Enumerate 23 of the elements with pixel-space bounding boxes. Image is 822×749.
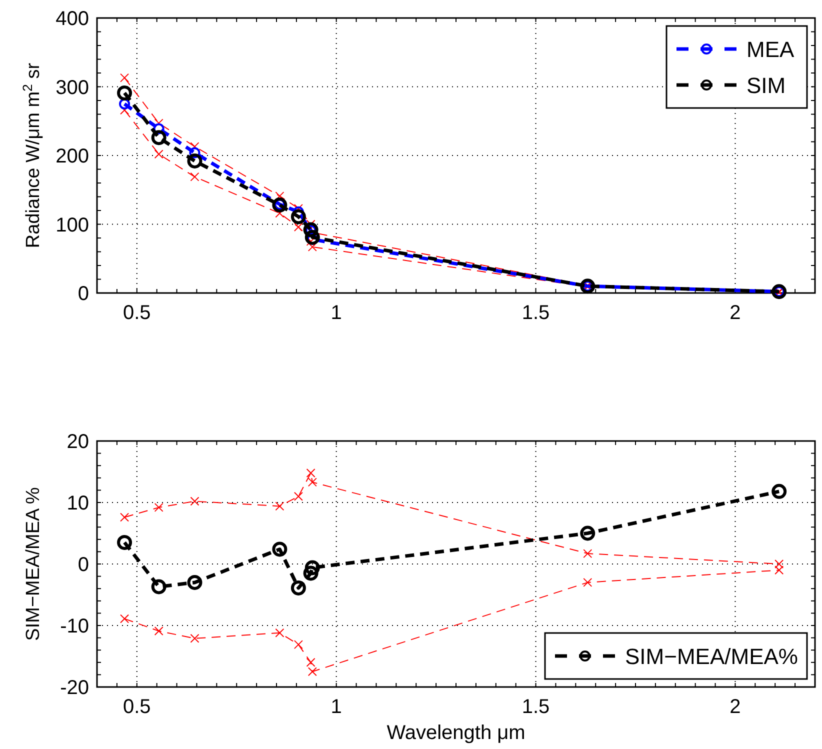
x-tick-label: 1 [330,302,342,324]
legend-label: SIM−MEA/MEA% [625,644,798,669]
y-tick-label: -10 [60,616,89,638]
y-tick-label: 0 [78,283,89,305]
legend-label: SIM [746,73,786,98]
y-tick-label: 100 [56,214,89,236]
y-tick-label: 400 [56,8,89,30]
x-tick-label: 2 [730,696,741,718]
x-tick-label: 1.5 [522,302,550,324]
legend-label: MEA [746,37,794,62]
y-tick-label: 10 [66,492,89,514]
y-tick-label: 300 [56,76,89,99]
y-tick-label: 0 [78,554,89,576]
y-tick-label: -20 [60,677,89,699]
x-tick-label: 1.5 [522,696,550,718]
y-tick-label: 20 [66,431,89,453]
x-tick-label: 0.5 [122,302,151,324]
x-tick-label: 2 [730,302,741,324]
x-tick-label: 0.5 [122,696,151,718]
x-tick-label: 1 [330,696,342,718]
y-tick-label: 200 [56,146,89,168]
y-axis-title: SIM−MEA/MEA % [23,487,44,641]
x-axis-title: Wavelength μm [386,722,526,744]
